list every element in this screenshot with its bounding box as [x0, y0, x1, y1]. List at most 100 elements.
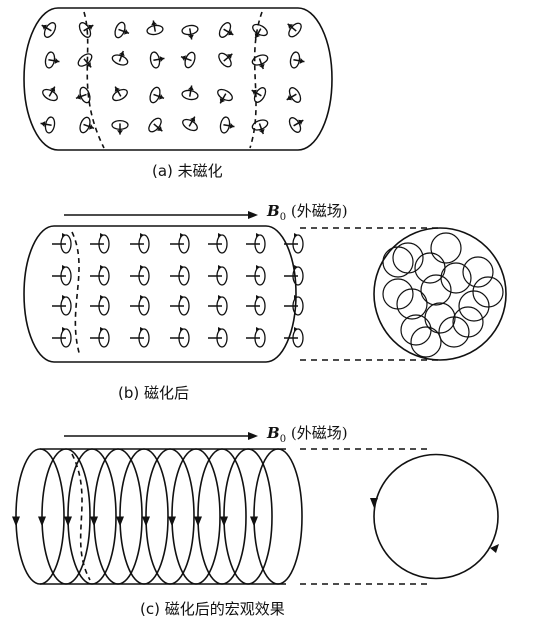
moment-arrowhead [123, 28, 129, 35]
moment-arrowhead [140, 233, 144, 237]
panel-macroscopic-effect [12, 432, 499, 585]
current-loop-circle [424, 302, 456, 334]
moment-arrowhead [258, 63, 265, 69]
moment-loop [251, 119, 269, 135]
moment-arrowhead [229, 122, 235, 129]
moment-arrowhead [62, 295, 66, 299]
moment-loop [112, 86, 128, 102]
current-arrowhead [116, 516, 124, 527]
moment-loop [114, 21, 130, 39]
moment-arrowhead [140, 265, 144, 269]
moment-loop [52, 327, 72, 348]
moment-arrowhead [100, 265, 104, 269]
surface-current-loop [253, 448, 303, 585]
moment-arrowhead [256, 327, 260, 331]
moment-arrowhead [299, 57, 305, 64]
panel-unmagnetized [23, 7, 333, 151]
current-arrowhead [64, 516, 72, 527]
moment-loop [42, 86, 58, 102]
moment-arrowhead [180, 265, 184, 269]
moment-arrowhead [100, 327, 104, 331]
moment-arrowhead [228, 30, 233, 36]
current-arrowhead [194, 516, 202, 527]
field-label-b: B0 (外磁场) [267, 200, 348, 223]
moment-loop [208, 327, 228, 348]
field-symbol: B [267, 202, 280, 220]
moment-loop [218, 52, 233, 68]
field-text: (外磁场) [290, 202, 348, 220]
moment-arrowhead [158, 93, 164, 100]
moment-arrowhead [218, 295, 222, 299]
current-loop-circle [440, 262, 472, 294]
current-arrowhead [370, 498, 378, 508]
moment-arrowhead [181, 55, 187, 62]
moment-arrowhead [157, 126, 163, 131]
moment-arrowhead [294, 295, 298, 299]
panel-magnetized [23, 211, 507, 363]
current-loop-circle [382, 278, 414, 310]
moment-loop [289, 51, 305, 69]
current-loop-circle [410, 326, 442, 358]
moment-arrowhead [62, 327, 66, 331]
moment-arrowhead [140, 295, 144, 299]
field-text: (外磁场) [290, 424, 348, 442]
moment-arrowhead [294, 265, 298, 269]
cylinder-outline [23, 7, 298, 151]
moment-arrowhead [118, 51, 125, 57]
moment-arrowhead [54, 57, 60, 64]
moment-loop [78, 22, 94, 38]
moment-loop [217, 88, 233, 104]
moment-loop [130, 233, 150, 254]
field-label-c: B0 (外磁场) [267, 422, 348, 445]
moment-loop [75, 86, 91, 104]
moment-loop [90, 327, 110, 348]
current-loop-circle [462, 256, 494, 288]
cylinder-end-cap [297, 7, 333, 151]
moment-loop [246, 295, 266, 316]
current-loop-circle [452, 306, 484, 338]
moment-arrowhead [187, 85, 194, 91]
moment-loop [130, 265, 150, 286]
moment-arrowhead [287, 95, 292, 101]
moment-arrowhead [218, 327, 222, 331]
moment-loop [44, 51, 60, 69]
current-arrowhead [90, 516, 98, 527]
moment-arrowhead [294, 233, 298, 237]
cross-section-circle [373, 227, 507, 361]
moment-arrowhead [227, 54, 233, 59]
moment-arrowhead [190, 117, 196, 122]
domain-boundary [71, 453, 91, 581]
moment-loop [90, 233, 110, 254]
current-arrowhead [250, 516, 258, 527]
current-loop-circle [458, 290, 490, 322]
moment-arrowhead [218, 233, 222, 237]
field-arrowhead [248, 211, 258, 219]
field-symbol: B [267, 424, 280, 442]
moment-loop [251, 87, 267, 103]
moment-loop [148, 117, 163, 133]
cylinder-end-cap [265, 225, 297, 363]
moment-arrowhead [42, 24, 47, 30]
current-arrowhead [490, 544, 499, 553]
moment-arrowhead [180, 233, 184, 237]
moment-arrowhead [159, 56, 165, 63]
moment-arrowhead [258, 128, 265, 134]
moment-loop [182, 116, 198, 132]
moment-arrowhead [76, 93, 82, 100]
surface-current-loop [223, 448, 273, 585]
moment-arrowhead [294, 327, 298, 331]
moment-loop [288, 117, 304, 133]
domain-boundary [71, 231, 81, 357]
moment-loop [284, 295, 304, 316]
field-subscript: 0 [279, 434, 287, 445]
moment-loop [79, 116, 95, 134]
moment-loop [284, 327, 304, 348]
moment-loop [181, 24, 199, 40]
moment-loop [284, 233, 304, 254]
moment-arrowhead [100, 295, 104, 299]
cross-section-circle [373, 453, 499, 580]
moment-arrowhead [40, 121, 46, 128]
moment-loop [284, 265, 304, 286]
current-arrowhead [220, 516, 228, 527]
current-loop-circle [382, 246, 414, 278]
